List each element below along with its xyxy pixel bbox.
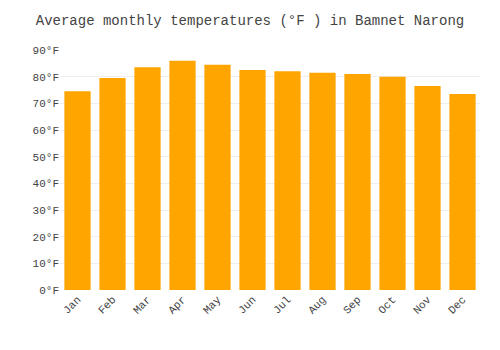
svg-text:60°F: 60°F	[33, 125, 59, 137]
svg-text:Nov: Nov	[411, 294, 434, 317]
svg-text:Average monthly temperatures (: Average monthly temperatures (°F ) in Ba…	[36, 13, 464, 29]
svg-text:20°F: 20°F	[33, 232, 59, 244]
svg-text:May: May	[201, 294, 224, 317]
svg-text:Feb: Feb	[96, 294, 118, 316]
svg-text:Jul: Jul	[271, 294, 293, 316]
svg-text:10°F: 10°F	[33, 258, 59, 270]
svg-text:70°F: 70°F	[33, 98, 59, 110]
svg-text:30°F: 30°F	[33, 205, 59, 217]
svg-text:Dec: Dec	[446, 294, 468, 316]
svg-text:0°F: 0°F	[39, 285, 59, 297]
svg-text:Aug: Aug	[306, 294, 328, 316]
svg-text:Jan: Jan	[61, 294, 83, 316]
svg-text:Oct: Oct	[376, 294, 398, 316]
svg-text:80°F: 80°F	[33, 72, 59, 84]
svg-text:Mar: Mar	[131, 294, 153, 316]
svg-text:Sep: Sep	[341, 294, 363, 316]
svg-text:50°F: 50°F	[33, 152, 59, 164]
svg-text:90°F: 90°F	[33, 45, 59, 57]
svg-text:40°F: 40°F	[33, 178, 59, 190]
svg-text:Jun: Jun	[236, 294, 258, 316]
svg-text:Apr: Apr	[166, 294, 188, 316]
